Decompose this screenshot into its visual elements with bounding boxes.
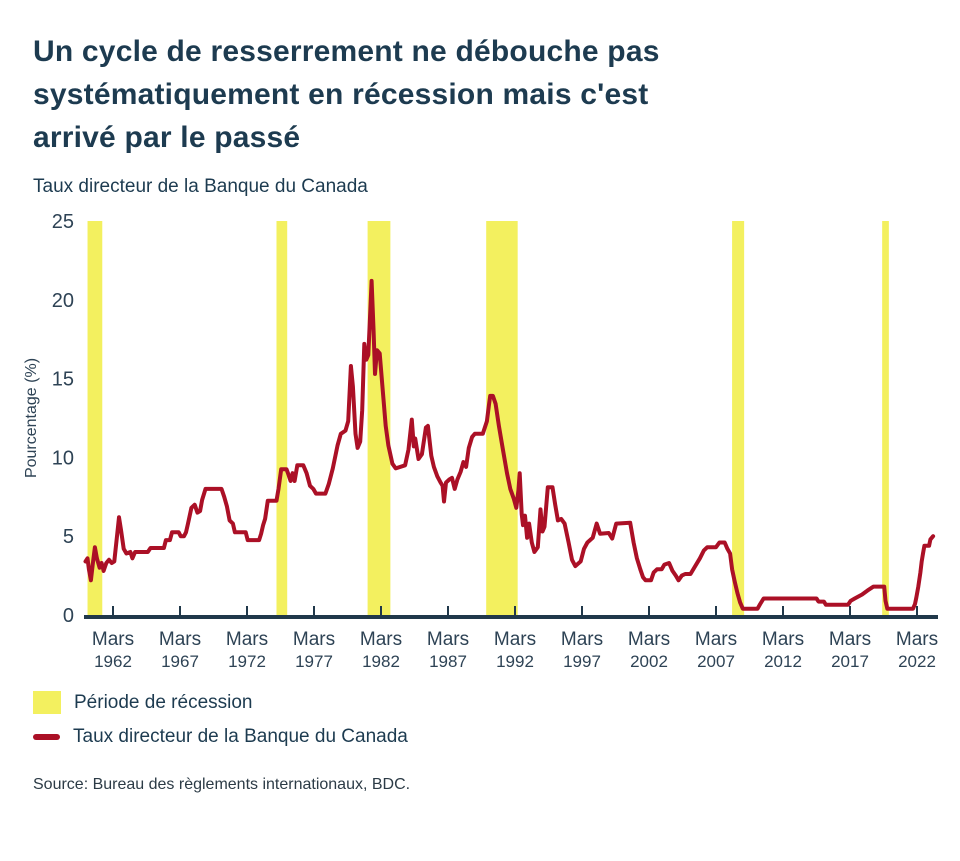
x-tick-label-year: 2022 xyxy=(898,652,936,671)
x-tick-label-month: Mars xyxy=(226,629,268,650)
x-tick-label-year: 1972 xyxy=(228,652,266,671)
x-tick-label-year: 1977 xyxy=(295,652,333,671)
recession-band xyxy=(87,221,103,615)
legend-item-recession: Période de récession xyxy=(33,691,940,714)
legend-label-recession: Période de récession xyxy=(74,691,253,713)
x-tick-label-year: 1967 xyxy=(161,652,199,671)
x-tick-label-month: Mars xyxy=(494,629,536,650)
y-tick-label: 10 xyxy=(52,447,74,469)
policy-rate-chart: Mars 1962 Mars 1967 Mars 1972 Mars 1977 Mars 1982… xyxy=(0,198,960,683)
recession-band xyxy=(276,221,288,615)
chart-canvas: Mars 1962 Mars 1967 Mars 1972 Mars 1977 Mars 1982… xyxy=(23,211,938,671)
source-note: Source: Bureau des règlements internatio… xyxy=(33,776,411,793)
x-tick-label-year: 2017 xyxy=(831,652,869,671)
x-tick-label-year: 1962 xyxy=(94,652,132,671)
x-tick-label-month: Mars xyxy=(360,629,402,650)
page-title: Un cycle de resserrement ne débouche pas… xyxy=(33,35,660,154)
chart-subtitle: Taux directeur de la Banque du Canada xyxy=(33,176,368,197)
x-tick-label-month: Mars xyxy=(293,629,335,650)
x-tick-label-month: Mars xyxy=(159,629,201,650)
x-tick-label-year: 2002 xyxy=(630,652,668,671)
chart-legend: Période de récession Taux directeur de l… xyxy=(33,691,940,748)
x-tick-label-year: 1987 xyxy=(429,652,467,671)
y-tick-label: 25 xyxy=(52,211,74,233)
y-tick-label: 15 xyxy=(52,369,74,391)
x-tick-label-month: Mars xyxy=(829,629,871,650)
y-tick-label: 20 xyxy=(52,290,74,312)
policy-rate-line xyxy=(83,278,936,611)
x-tick-label-month: Mars xyxy=(695,629,737,650)
recession-band xyxy=(486,221,518,615)
recession-band xyxy=(732,221,745,615)
x-tick-label-month: Mars xyxy=(628,629,670,650)
y-tick-label: 5 xyxy=(63,526,74,548)
y-tick-label: 0 xyxy=(63,605,74,627)
x-tick-label-month: Mars xyxy=(896,629,938,650)
legend-item-rate-line: Taux directeur de la Banque du Canada xyxy=(33,726,940,748)
x-tick-label-month: Mars xyxy=(427,629,469,650)
x-tick-label-year: 1997 xyxy=(563,652,601,671)
x-tick-label-month: Mars xyxy=(92,629,134,650)
recession-band-swatch-icon xyxy=(33,691,61,714)
legend-label-rate-line: Taux directeur de la Banque du Canada xyxy=(73,726,408,747)
recession-band xyxy=(882,221,889,615)
x-tick-label-year: 2007 xyxy=(697,652,735,671)
rate-line-swatch-icon xyxy=(33,734,60,740)
page: Un cycle de resserrement ne débouche pas… xyxy=(0,35,960,793)
x-tick-label-year: 1992 xyxy=(496,652,534,671)
y-axis-title: Pourcentage (%) xyxy=(23,358,40,478)
x-tick-label-month: Mars xyxy=(762,629,804,650)
x-tick-label-month: Mars xyxy=(561,629,603,650)
x-tick-label-year: 2012 xyxy=(764,652,802,671)
x-tick-label-year: 1982 xyxy=(362,652,400,671)
